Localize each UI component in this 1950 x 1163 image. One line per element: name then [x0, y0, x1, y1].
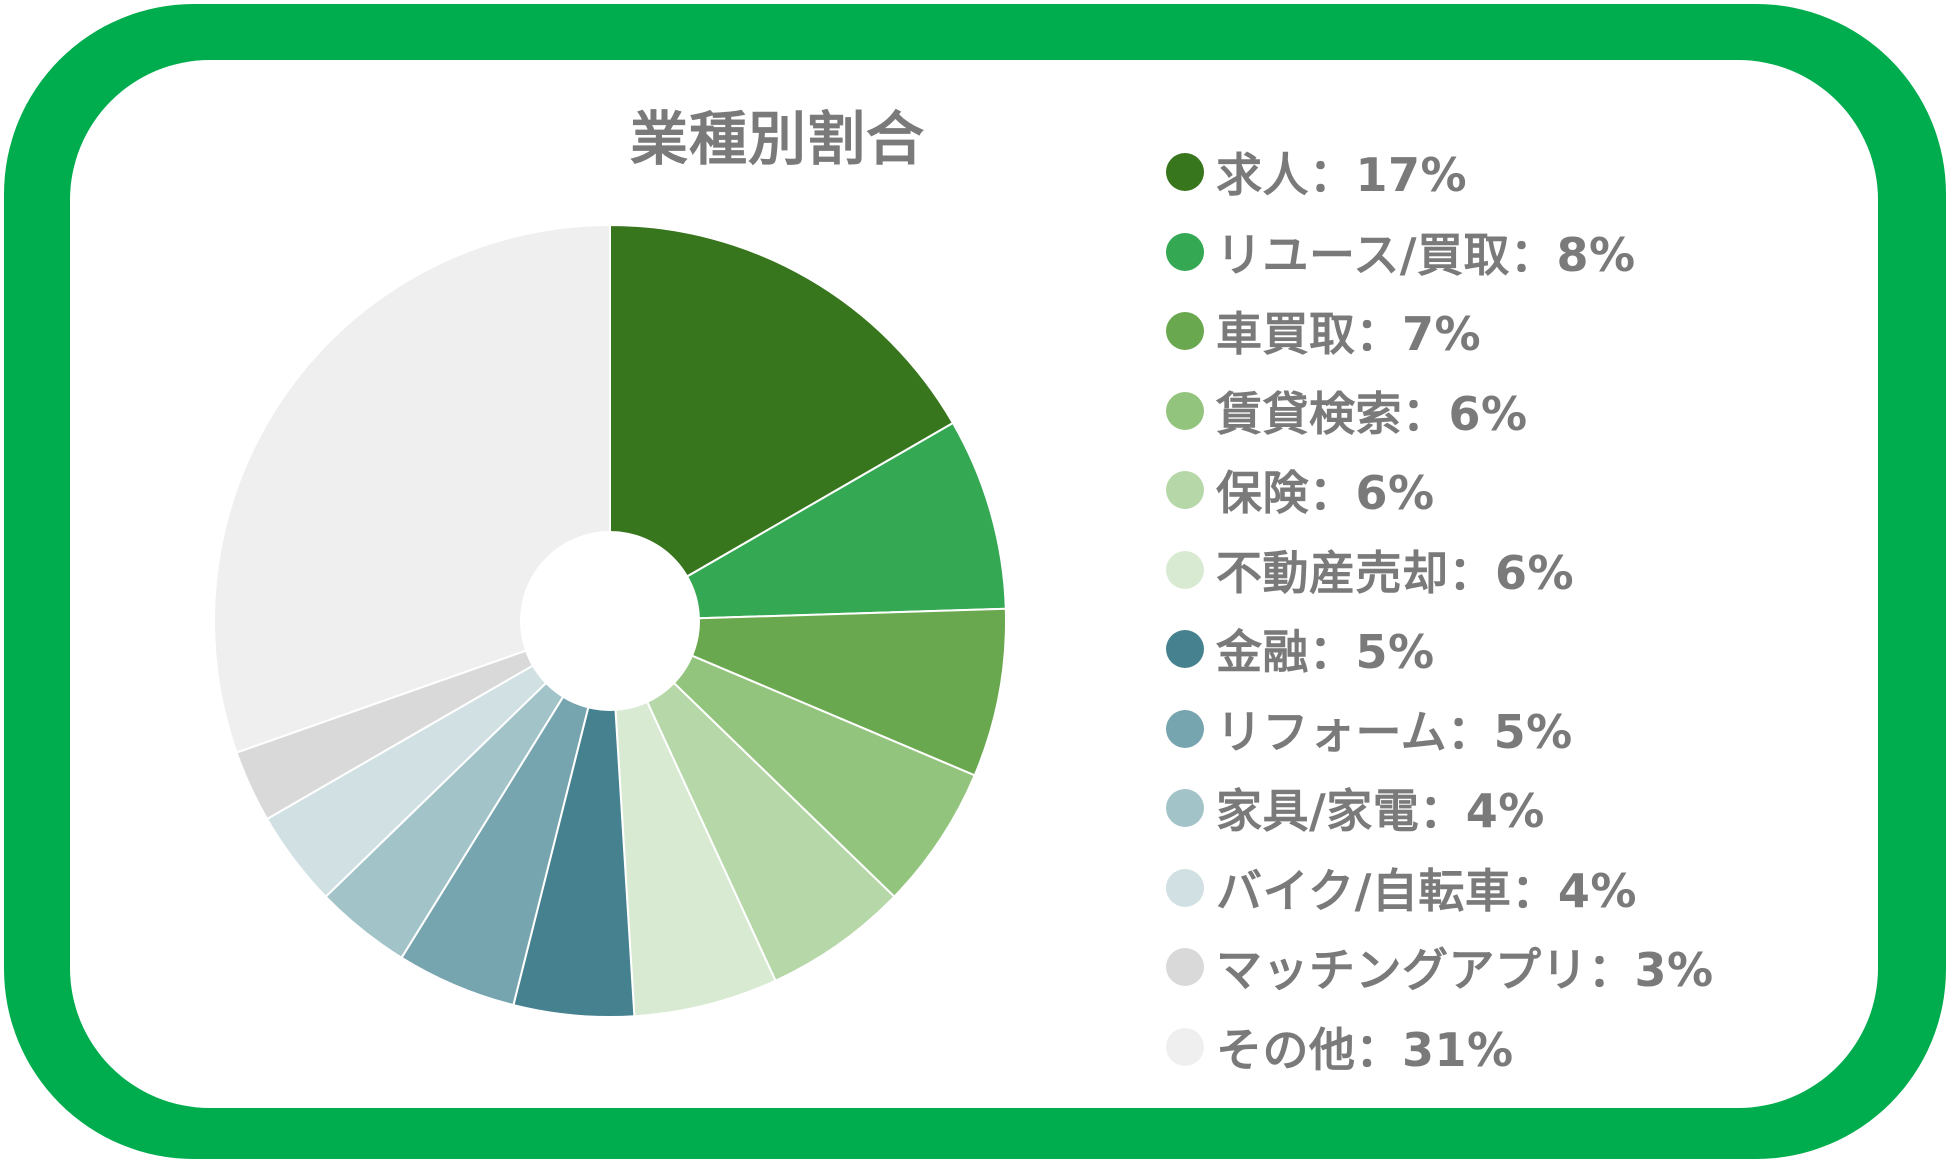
legend-item-11: その他：31%	[1166, 1015, 1514, 1079]
legend-label: 求人：17%	[1216, 148, 1468, 202]
legend-label: その他：31%	[1216, 1022, 1514, 1077]
legend-swatch	[1166, 550, 1204, 589]
legend-label: バイク/自転車：4%	[1216, 863, 1637, 918]
legend-item-8: 家具/家電：4%	[1166, 776, 1545, 840]
legend-swatch	[1166, 709, 1204, 748]
pie-slice-4	[609, 620, 896, 983]
legend-swatch	[1166, 868, 1204, 907]
legend-item-1: リユース/買取：8%	[1166, 220, 1636, 284]
legend-swatch	[1166, 471, 1204, 509]
legend-label: リフォーム：5%	[1216, 704, 1573, 759]
pie-slice-5	[609, 620, 777, 1018]
legend-item-10: マッチングアプリ：3%	[1166, 935, 1714, 999]
legend-swatch	[1166, 1027, 1204, 1066]
pie-slice-1	[609, 421, 1007, 622]
legend-swatch	[1166, 391, 1204, 430]
legend-item-2: 車買取：7%	[1166, 299, 1481, 363]
legend-label: リユース/買取：8%	[1216, 227, 1636, 282]
legend-swatch	[1166, 153, 1204, 191]
legend-swatch	[1166, 312, 1204, 350]
legend-item-5: 不動産売却：6%	[1166, 538, 1574, 602]
pie-center-hole	[520, 531, 700, 711]
legend-label: マッチングアプリ：3%	[1216, 943, 1714, 997]
legend-swatch	[1166, 948, 1204, 986]
legend-label: 車買取：7%	[1216, 307, 1482, 361]
pie-slice-3	[609, 620, 976, 899]
legend-label: 保険：6%	[1216, 466, 1435, 520]
pie-slice-11	[213, 223, 611, 754]
pie-slice-2	[609, 607, 1007, 777]
legend-item-7: リフォーム：5%	[1166, 697, 1573, 761]
pie-slice-0	[609, 223, 955, 623]
legend-label: 金融：5%	[1216, 625, 1435, 679]
chart-title: 業種別割合	[630, 105, 926, 173]
legend-swatch	[1166, 630, 1204, 668]
legend-label: 家具/家電：4%	[1216, 784, 1545, 838]
legend-item-4: 保険：6%	[1166, 458, 1435, 522]
legend-item-9: バイク/自転車：4%	[1166, 856, 1637, 920]
legend-label: 不動産売却：6%	[1216, 545, 1575, 600]
legend-swatch	[1166, 789, 1204, 827]
legend-item-6: 金融：5%	[1166, 617, 1435, 681]
legend-swatch	[1166, 232, 1204, 271]
legend-label: 賃貸検索：6%	[1216, 386, 1528, 441]
legend-item-0: 求人：17%	[1166, 140, 1467, 204]
legend-item-3: 賃貸検索：6%	[1166, 379, 1528, 443]
